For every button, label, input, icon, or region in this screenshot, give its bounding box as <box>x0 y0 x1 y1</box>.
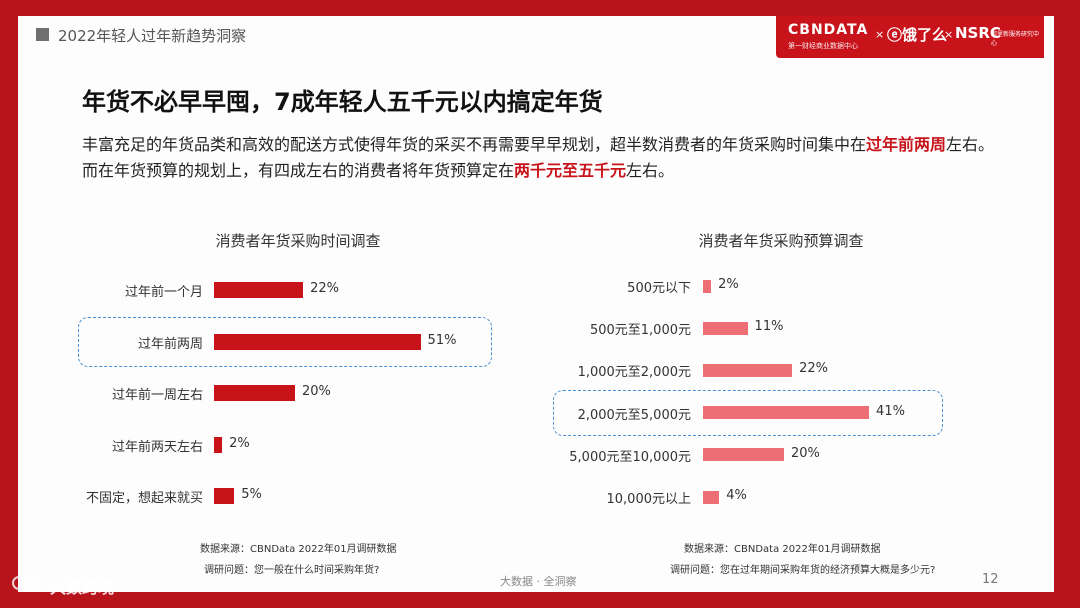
survey-question-note: 调研问题：您一般在什么时间采购年货? <box>204 565 380 576</box>
bar <box>703 363 793 377</box>
highlight-box <box>78 316 492 367</box>
category-label: 2,000元至5,000元 <box>577 407 691 423</box>
bar <box>214 436 223 453</box>
brand-logos: CBNDATA 第一财经商业数据中心 × ⓔ饿了么 × NSRC 阿里新服务研究… <box>776 16 1044 58</box>
category-label: 不固定，想起来就买 <box>85 491 203 506</box>
bar <box>214 385 295 401</box>
nsrc-logo-sub: 阿里新服务研究中心 <box>991 31 1040 47</box>
chart-title: 消费者年货采购预算调查 <box>698 232 864 250</box>
bar <box>703 279 712 293</box>
bar <box>703 490 720 504</box>
bar <box>703 321 748 335</box>
nsrc-logo: NSRC <box>955 24 1001 42</box>
value-label: 5% <box>241 487 262 502</box>
footer-tagline: 大数据 · 全洞察 <box>500 575 577 588</box>
section-label: 2022年轻人过年新趋势洞察 <box>58 27 247 45</box>
watermark-logo-icon <box>12 576 38 590</box>
category-label: 10,000元以上 <box>606 492 692 507</box>
category-label: 过年前两天左右 <box>111 439 203 455</box>
data-source-note: 数据来源：CBNData 2022年01月调研数据 <box>684 544 881 555</box>
bar <box>703 406 870 420</box>
intro-text: 左右。而在年货预算的规划上，有四成左右的消费者将年货预算定在 <box>82 135 995 180</box>
value-label: 20% <box>302 384 331 399</box>
value-label: 51% <box>427 332 457 348</box>
intro-text: 左右。 <box>626 161 675 180</box>
category-label: 5,000元至10,000元 <box>569 449 691 465</box>
category-label: 500元至1,000元 <box>589 323 691 339</box>
value-label: 2% <box>718 277 739 292</box>
category-label: 过年前两周 <box>137 336 203 352</box>
cbndata-logo: CBNDATA <box>788 22 869 38</box>
value-label: 22% <box>310 281 339 296</box>
page-number: 12 <box>982 572 999 587</box>
category-label: 过年前一周左右 <box>111 388 203 403</box>
bar <box>214 333 421 350</box>
bar <box>214 282 304 298</box>
intro-highlight-time: 过年前两周 <box>866 135 947 154</box>
slide: 2022年轻人过年新趋势洞察 CBNDATA 第一财经商业数据中心 × ⓔ饿了么… <box>18 16 1054 592</box>
bar <box>214 488 235 504</box>
logo-separator: × <box>944 28 954 41</box>
watermark-text: 大数跨境 <box>50 578 115 597</box>
value-label: 4% <box>726 488 747 503</box>
eleme-logo: ⓔ饿了么 <box>887 26 948 44</box>
data-source-note: 数据来源：CBNData 2022年01月调研数据 <box>200 544 397 555</box>
category-label: 500元以下 <box>627 281 691 296</box>
bar <box>703 448 784 462</box>
intro-paragraph: 丰富充足的年货品类和高效的配送方式使得年货的采买不再需要早早规划，超半数消费者的… <box>82 132 1002 184</box>
value-label: 20% <box>791 445 820 461</box>
intro-text: 丰富充足的年货品类和高效的配送方式使得年货的采买不再需要早早规划，超半数消费者的… <box>82 135 867 154</box>
value-label: 2% <box>229 435 250 451</box>
survey-question-note: 调研问题：您在过年期间采购年货的经济预算大概是多少元? <box>670 565 936 576</box>
page-title: 年货不必早早囤，7成年轻人五千元以内搞定年货 <box>82 88 603 116</box>
category-label: 1,000元至2,000元 <box>577 365 691 381</box>
chart-title: 消费者年货采购时间调查 <box>215 232 381 250</box>
value-label: 41% <box>876 403 905 419</box>
section-square-icon <box>36 28 49 41</box>
cbndata-logo-sub: 第一财经商业数据中心 <box>788 42 858 50</box>
value-label: 11% <box>754 319 784 335</box>
intro-highlight-budget: 两千元至五千元 <box>514 161 627 180</box>
top-bar: 2022年轻人过年新趋势洞察 CBNDATA 第一财经商业数据中心 × ⓔ饿了么… <box>18 16 1054 58</box>
highlight-box <box>553 389 943 436</box>
value-label: 22% <box>799 361 828 377</box>
logo-separator: × <box>875 28 885 41</box>
category-label: 过年前一个月 <box>124 285 203 300</box>
